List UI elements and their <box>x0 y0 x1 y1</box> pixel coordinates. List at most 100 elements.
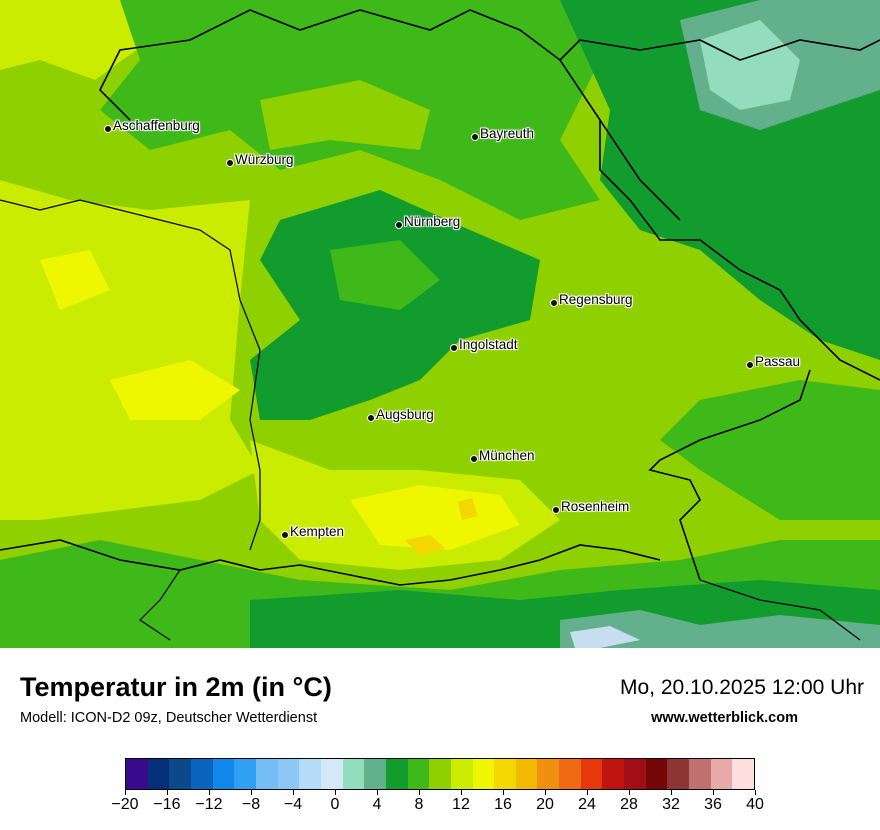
city-dot <box>550 299 558 307</box>
colorbar-segment <box>689 759 711 789</box>
border-czech <box>599 120 880 381</box>
city-dot <box>746 361 754 369</box>
colorbar-tick <box>755 790 756 795</box>
colorbar-tick <box>335 790 336 795</box>
map-title: Temperatur in 2m (in °C) <box>20 672 332 702</box>
alpine-teal <box>560 610 880 648</box>
border-southeast <box>699 579 861 641</box>
colorbar-tick-label: −12 <box>195 796 223 813</box>
city-label: Rosenheim <box>561 499 630 514</box>
city-label: Kempten <box>290 524 345 539</box>
colorbar-segment <box>710 759 733 789</box>
colorbar-ticks: −20 −16 −12 −8 −4 0 4 8 12 16 20 24 28 32 36 40 <box>111 790 764 820</box>
city-dot <box>104 125 112 133</box>
colorbar-tick-label: 28 <box>620 796 638 813</box>
city-dot <box>226 159 234 167</box>
city-label: Würzburg <box>235 152 294 167</box>
forecast-datetime: Mo, 20.10.2025 12:00 Uhr <box>619 676 864 699</box>
city-dot <box>281 531 289 539</box>
city-dot <box>470 455 478 463</box>
city-dot <box>450 344 458 352</box>
city-markers: Aschaffenburg Würzburg Bayreuth Nürnberg… <box>104 118 801 539</box>
colorbar-segment <box>624 759 646 789</box>
colorbar-tick <box>167 790 168 795</box>
colorbar-tick-label: −20 <box>111 796 139 813</box>
colorbar-segment <box>212 759 235 789</box>
colorbar-segment <box>234 759 256 789</box>
colorbar-segment <box>320 759 343 789</box>
border-austria-east <box>648 369 811 581</box>
warm-zone-west <box>0 0 150 80</box>
colorbar-segment <box>255 759 278 789</box>
yellow-spot-2 <box>350 485 520 550</box>
colorbar-segment <box>515 759 538 789</box>
colorbar-tick <box>713 790 714 795</box>
colorbar-segment <box>299 759 321 789</box>
colorbar-segment <box>645 759 668 789</box>
border-west <box>0 199 261 551</box>
city-label: Augsburg <box>376 407 434 422</box>
light-teal-zone <box>700 20 800 110</box>
city-dot <box>367 414 375 422</box>
colorbar-segment <box>277 759 300 789</box>
map-footer: Temperatur in 2m (in °C) Modell: ICON-D2… <box>0 648 880 830</box>
colorbar-tick-label: 36 <box>704 796 722 813</box>
colorbar-tick <box>251 790 252 795</box>
colorbar-tick <box>629 790 630 795</box>
orange-spot-2 <box>458 498 478 520</box>
temperature-colorbar <box>125 758 755 790</box>
colorbar-tick-label: 12 <box>452 796 470 813</box>
temperature-map[interactable]: Aschaffenburg Würzburg Bayreuth Nürnberg… <box>0 0 880 648</box>
city-label: Regensburg <box>559 292 633 307</box>
website-link[interactable]: www.wetterblick.com <box>651 710 798 726</box>
colorbar-segment <box>667 759 690 789</box>
colorbar-tick <box>587 790 588 795</box>
colorbar-tick <box>125 790 126 795</box>
colorbar-tick-label: 8 <box>414 796 424 813</box>
city-dot <box>395 221 403 229</box>
border-south <box>0 539 661 586</box>
colorbar-tick-label: 32 <box>662 796 680 813</box>
yellow-spot-1 <box>110 360 240 420</box>
city-label: Aschaffenburg <box>113 118 200 133</box>
city-label: Passau <box>755 354 801 369</box>
city-dot <box>471 133 479 141</box>
yellow-spot-3 <box>40 250 110 310</box>
colorbar-segment <box>364 759 386 789</box>
colorbar-segment <box>580 759 603 789</box>
colorbar-tick <box>293 790 294 795</box>
colorbar-segment <box>169 759 191 789</box>
border-southwest <box>139 569 181 641</box>
colorbar-tick-label: 20 <box>536 796 554 813</box>
colorbar-tick-label: 0 <box>330 796 340 813</box>
colorbar-segment <box>450 759 473 789</box>
colorbar-tick-label: −8 <box>241 796 261 813</box>
colorbar-tick-label: 40 <box>746 796 764 813</box>
colorbar-segment <box>494 759 516 789</box>
colorbar-tick-label: 4 <box>372 796 382 813</box>
colorbar-tick-label: −4 <box>283 796 303 813</box>
colorbar-segment <box>126 759 148 789</box>
colorbar-tick <box>377 790 378 795</box>
green-zone-central-inner <box>330 240 440 310</box>
city-label: München <box>479 448 535 463</box>
green-zone-east-2 <box>660 380 880 520</box>
colorbar-segment <box>732 759 755 789</box>
orange-spot <box>405 535 445 556</box>
colorbar-segment <box>342 759 365 789</box>
city-label: Bayreuth <box>480 126 535 141</box>
colorbar-tick <box>503 790 504 795</box>
colorbar-tick <box>671 790 672 795</box>
colorbar-tick <box>209 790 210 795</box>
colorbar-segment <box>559 759 581 789</box>
colorbar-tick <box>461 790 462 795</box>
alpine-light-blue <box>570 626 640 648</box>
city-label: Nürnberg <box>404 214 461 229</box>
colorbar-segment <box>472 759 495 789</box>
colorbar-segment <box>429 759 451 789</box>
colorbar-segment <box>537 759 560 789</box>
colorbar-tick-label: 16 <box>494 796 512 813</box>
city-label: Ingolstadt <box>459 337 518 352</box>
colorbar-segment <box>385 759 408 789</box>
model-info: Modell: ICON-D2 09z, Deutscher Wetterdie… <box>20 710 318 726</box>
